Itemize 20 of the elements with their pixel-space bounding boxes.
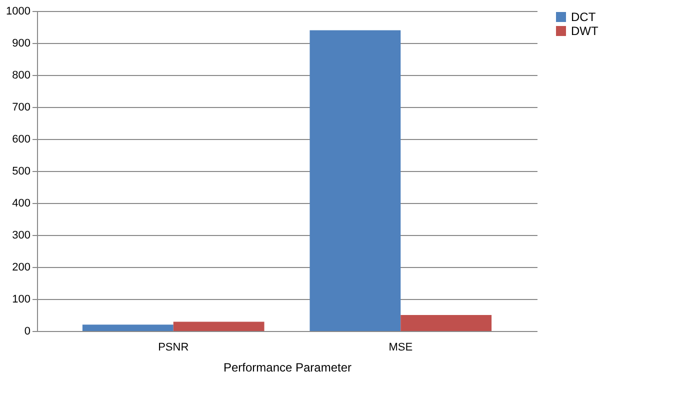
y-tick-label: 700 — [12, 102, 30, 114]
y-tick-label: 300 — [12, 230, 30, 242]
legend-label: DCT — [571, 10, 596, 24]
x-tick-label: MSE — [388, 342, 413, 354]
bar — [310, 30, 401, 331]
y-tick-label: 0 — [24, 326, 30, 338]
bar — [400, 315, 492, 331]
y-tick-label: 1000 — [6, 6, 30, 18]
y-tick-label: 500 — [12, 166, 30, 178]
y-tick-label: 600 — [12, 134, 30, 146]
y-tick-label: 400 — [12, 198, 30, 210]
x-tick-label: PSNR — [158, 342, 189, 354]
y-tick-label: 900 — [12, 38, 30, 50]
y-tick-label: 100 — [12, 294, 30, 306]
legend-label: DWT — [571, 24, 599, 38]
y-tick-label: 800 — [12, 70, 30, 82]
x-axis-title: Performance Parameter — [223, 360, 352, 374]
y-tick-label: 200 — [12, 262, 30, 274]
bar — [82, 324, 174, 331]
bar — [173, 322, 264, 331]
